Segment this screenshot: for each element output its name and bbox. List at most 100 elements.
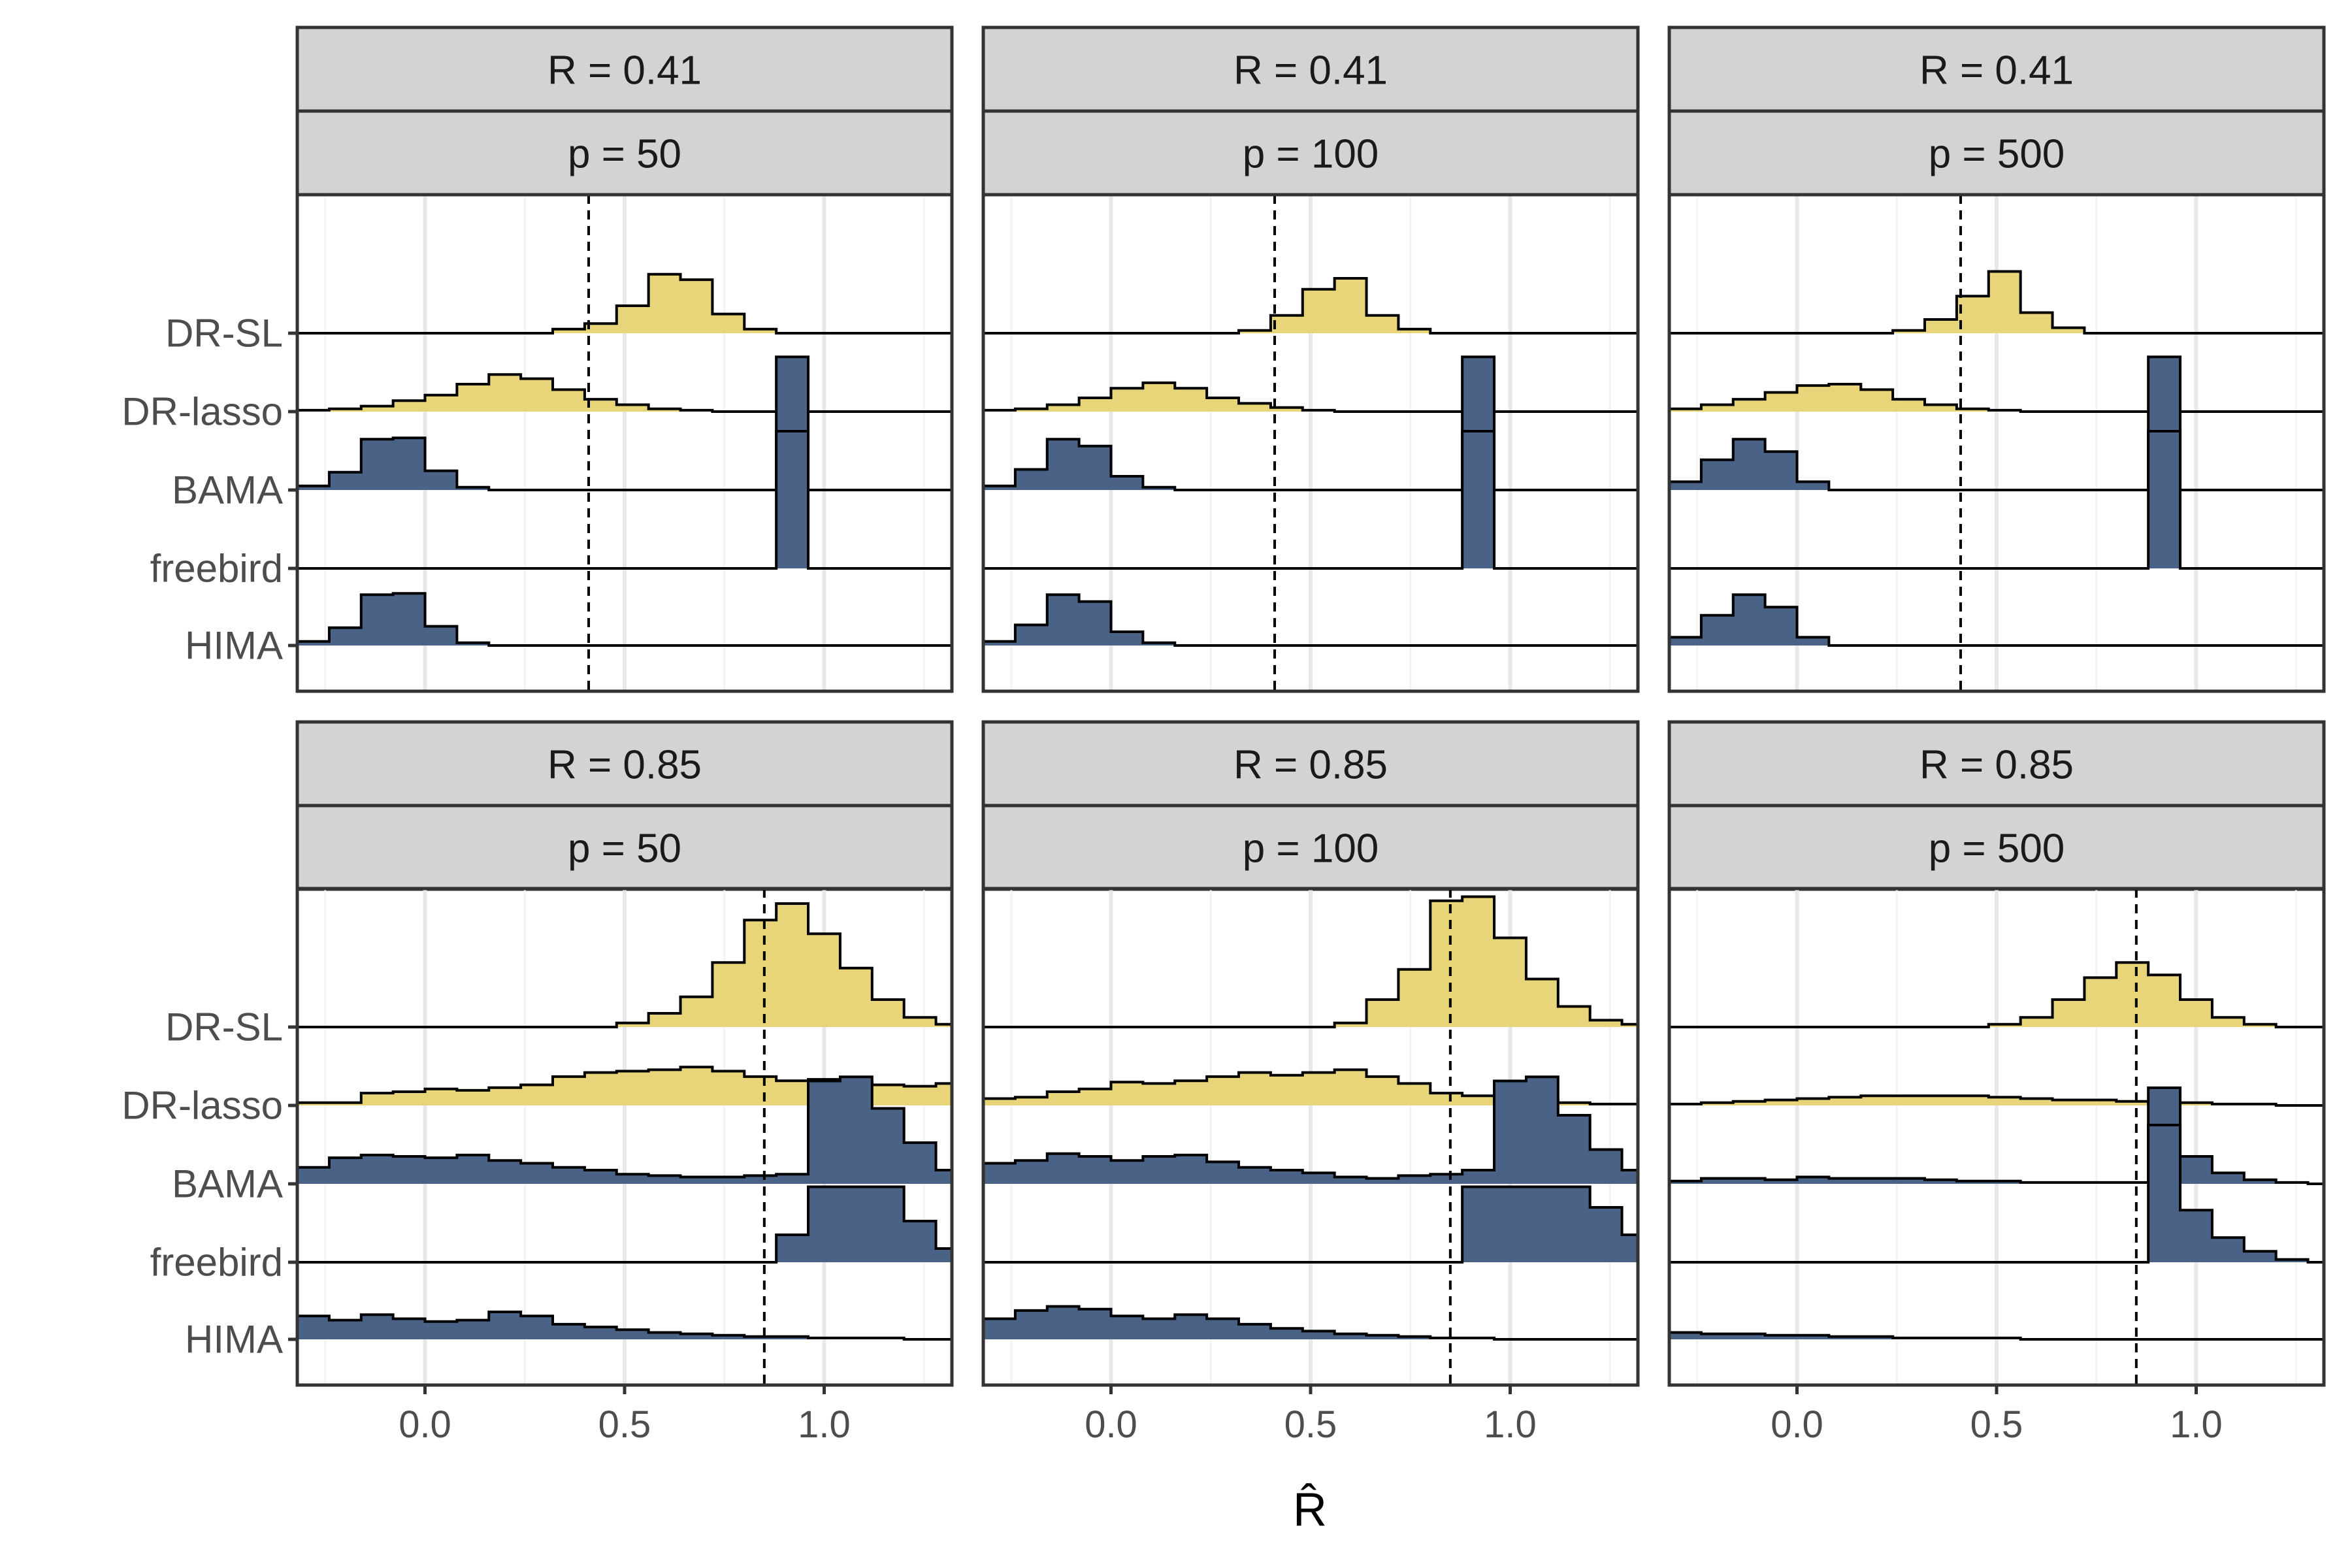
ridge-freebird-outline — [983, 1185, 1638, 1264]
x-tick-label: 1.0 — [1484, 1403, 1537, 1446]
ridge-dr-lasso-fill — [1669, 384, 2324, 412]
ridge-bama-outline — [983, 355, 1638, 491]
ridge-freebird-fill — [1669, 1125, 2324, 1262]
ridge-dr-sl-outline — [983, 895, 1638, 1028]
facet-panel: R = 0.85 p = 500 0.0 0.5 1.0 — [1667, 720, 2326, 1446]
strip-R-label: R = 0.41 — [1233, 48, 1388, 93]
ridge-dr-sl-outline — [297, 272, 952, 335]
panel-frame — [295, 193, 954, 693]
y-tick-label: HIMA — [185, 1318, 283, 1362]
ridge-bama-outline — [1669, 1086, 2324, 1185]
ridge-dr-lasso-fill — [297, 1067, 952, 1105]
ridge-bama-outline — [1669, 355, 2324, 491]
y-tick-label: freebird — [150, 1241, 283, 1284]
ridge-hima-fill — [1669, 595, 2324, 645]
panel-frame — [1667, 193, 2326, 693]
ridge-dr-sl-outline — [1669, 961, 2324, 1028]
panel-frame — [981, 193, 1640, 693]
facet-panel: R = 0.41 p = 50 — [295, 25, 954, 693]
ridge-bama-outline — [983, 1075, 1638, 1184]
strip-R-label: R = 0.85 — [1919, 743, 2074, 788]
ridge-bama-outline — [297, 355, 952, 491]
ridge-hima-outline — [1669, 1331, 2324, 1341]
strip-R-label: R = 0.41 — [1919, 48, 2074, 93]
ridge-freebird-fill — [297, 1186, 952, 1262]
x-tick-label: 0.5 — [1970, 1403, 2023, 1446]
strip-p-label: p = 100 — [1243, 826, 1379, 872]
y-axis-labels: DR-SL DR-lasso BAMA freebird HIMA DR-SL DR-las… — [122, 312, 297, 1362]
facet-panel: R = 0.85 p = 50 0.0 0.5 1.0 — [295, 720, 954, 1446]
ridge-dr-lasso-fill — [983, 382, 1638, 412]
plot-area — [297, 889, 952, 1385]
strip-R — [295, 720, 954, 808]
ridge-hima-outline — [297, 1311, 952, 1341]
x-tick-label: 1.0 — [2170, 1403, 2223, 1446]
ridge-freebird-outline — [1669, 430, 2324, 570]
plot-area — [1669, 889, 2324, 1385]
facet-panel: R = 0.85 p = 100 0.0 0.5 1.0 — [981, 720, 1640, 1446]
ridge-bama-fill — [983, 357, 1638, 490]
ridge-bama-fill — [297, 1077, 952, 1184]
facet-panel: R = 0.41 p = 100 — [981, 25, 1640, 693]
strip-p-label: p = 100 — [1243, 132, 1379, 177]
ridge-freebird-fill — [1669, 431, 2324, 568]
strip-R-label: R = 0.41 — [547, 48, 702, 93]
ridge-hima-outline — [983, 593, 1638, 647]
x-tick-label: 0.0 — [399, 1403, 451, 1446]
ridge-dr-sl-outline — [297, 902, 952, 1028]
ridge-freebird-fill — [983, 1186, 1638, 1262]
ridge-freebird-outline — [1669, 1124, 2324, 1264]
strip-p-label: p = 50 — [568, 132, 681, 177]
facet-panel: R = 0.41 p = 500 — [1667, 25, 2326, 693]
x-tick-label: 0.5 — [1284, 1403, 1337, 1446]
ridge-bama-fill — [1669, 357, 2324, 490]
x-tick-label: 0.0 — [1085, 1403, 1137, 1446]
ridge-hima-outline — [1669, 593, 2324, 647]
y-tick-label: BAMA — [172, 1162, 283, 1206]
y-tick-label: DR-SL — [165, 1005, 283, 1049]
ridge-hima-fill — [983, 1306, 1638, 1339]
strip-R-label: R = 0.85 — [1233, 743, 1388, 788]
ridge-hima-fill — [983, 595, 1638, 645]
y-tick-label: BAMA — [172, 468, 283, 512]
strip-p — [1667, 804, 2326, 891]
ridge-hima-fill — [297, 1312, 952, 1339]
ridge-dr-sl-fill — [983, 896, 1638, 1027]
ridge-dr-sl-fill — [983, 278, 1638, 333]
y-tick-label: freebird — [150, 547, 283, 591]
x-tick-label: 0.5 — [598, 1403, 651, 1446]
ridge-freebird-fill — [983, 431, 1638, 568]
ridge-hima-outline — [983, 1305, 1638, 1341]
ridge-freebird-outline — [297, 1185, 952, 1264]
strip-p — [295, 109, 954, 197]
strip-R — [981, 720, 1640, 808]
ridge-freebird-outline — [297, 430, 952, 570]
ridge-dr-sl-outline — [983, 277, 1638, 335]
ridge-freebird-outline — [983, 430, 1638, 570]
ridge-dr-lasso-outline — [1669, 383, 2324, 413]
ridge-dr-sl-fill — [1669, 962, 2324, 1027]
ridge-dr-lasso-fill — [297, 374, 952, 412]
strip-p — [981, 109, 1640, 197]
ridge-dr-lasso-fill — [983, 1070, 1638, 1105]
ridge-dr-sl-fill — [297, 904, 952, 1027]
ridge-dr-sl-fill — [1669, 271, 2324, 333]
strip-p — [295, 804, 954, 891]
strip-p — [981, 804, 1640, 891]
y-tick-label: DR-lasso — [122, 1084, 283, 1128]
x-tick-label: 0.0 — [1771, 1403, 1823, 1446]
y-tick-label: HIMA — [185, 624, 283, 668]
strip-R — [1667, 720, 2326, 808]
ridge-dr-sl-fill — [297, 274, 952, 333]
strip-R — [295, 25, 954, 113]
x-axis-title: R̂ — [1293, 1482, 1327, 1536]
ridge-bama-fill — [297, 357, 952, 490]
plot-area — [1669, 195, 2324, 691]
ridge-bama-outline — [297, 1075, 952, 1184]
y-tick-label: DR-lasso — [122, 390, 283, 434]
ridge-hima-fill — [297, 593, 952, 645]
plot-area — [983, 195, 1638, 691]
ridge-dr-lasso-outline — [1669, 1094, 2324, 1107]
ridge-dr-sl-outline — [1669, 270, 2324, 335]
